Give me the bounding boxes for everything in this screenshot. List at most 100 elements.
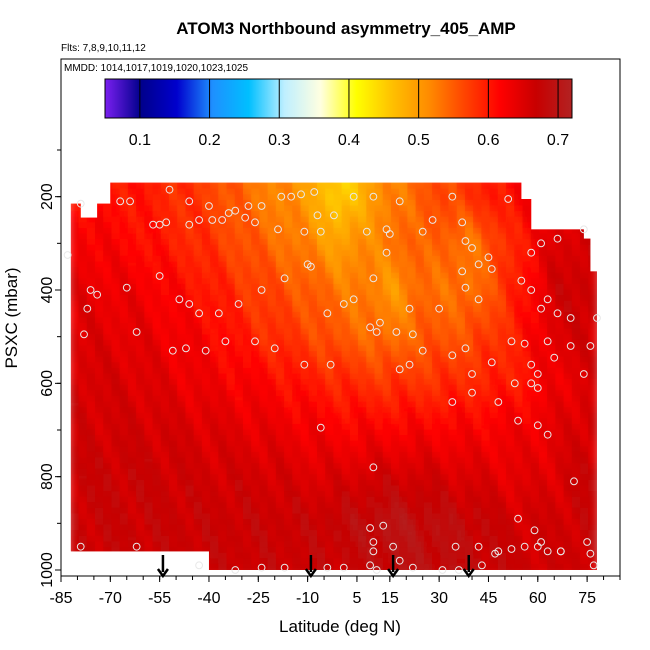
heatmap-cell — [119, 563, 129, 570]
heatmap-cell — [86, 552, 97, 560]
heatmap-cell — [555, 183, 565, 190]
heatmap-cell — [86, 182, 97, 185]
heatmap-cell — [95, 188, 105, 196]
heatmap-cell — [70, 569, 80, 570]
heatmap-cell — [103, 547, 113, 554]
heatmap-cell — [571, 183, 582, 190]
heatmap-cell — [415, 569, 425, 570]
heatmap-cell — [152, 558, 162, 565]
heatmap-cell — [218, 569, 228, 570]
heatmap-cell — [95, 558, 105, 565]
heatmap-cell — [193, 569, 203, 570]
heatmap-cell — [571, 205, 582, 213]
heatmap-cell — [177, 552, 187, 560]
heatmap-cell — [86, 205, 97, 213]
heatmap-cell — [522, 183, 532, 190]
heatmap-cell — [185, 552, 195, 560]
heatmap-cell — [95, 552, 105, 560]
heatmap-cell — [538, 205, 549, 213]
heatmap-cell — [201, 569, 212, 570]
heatmap-cell — [144, 558, 154, 565]
heatmap-cell — [70, 558, 80, 565]
heatmap-cell — [136, 552, 146, 560]
heatmap-cell — [563, 211, 573, 218]
heatmap-cell — [95, 569, 105, 570]
heatmap-cell — [70, 194, 80, 201]
heatmap-cell — [70, 183, 80, 190]
heatmap-cell — [86, 569, 97, 570]
heatmap-cell — [555, 205, 565, 213]
heatmap-cell — [580, 569, 590, 570]
heatmap-cell — [530, 183, 540, 190]
heatmap-cell — [70, 183, 80, 190]
heatmap-cell — [78, 552, 88, 560]
heatmap-cell — [185, 569, 195, 570]
heatmap-cell — [78, 188, 88, 196]
heatmap-cell — [185, 558, 195, 565]
heatmap-cell — [111, 558, 121, 565]
heatmap-cell — [70, 194, 80, 201]
heatmap-cell — [95, 558, 105, 565]
heatmap-cell — [136, 558, 146, 565]
heatmap-cell — [588, 569, 597, 570]
heatmap-cell — [103, 569, 113, 570]
heatmap-cell — [103, 563, 113, 570]
heatmap-cell — [547, 216, 557, 224]
heatmap-cell — [86, 563, 97, 570]
heatmap-cell — [78, 552, 88, 560]
heatmap-cell — [177, 569, 187, 570]
heatmap-cell — [169, 552, 179, 560]
heatmap-cell — [86, 569, 97, 570]
heatmap-cell — [86, 205, 97, 213]
heatmap-cell — [563, 216, 573, 224]
heatmap-cell — [119, 558, 129, 565]
heatmap-cell — [86, 211, 97, 218]
heatmap-cell — [522, 569, 532, 570]
heatmap-cell — [563, 199, 573, 207]
heatmap-cell — [588, 211, 597, 218]
heatmap-cell — [127, 552, 138, 560]
heatmap-cell — [103, 563, 113, 570]
heatmap-cell — [103, 569, 113, 570]
heatmap-cell — [481, 569, 491, 570]
heatmap-cell — [103, 552, 113, 560]
heatmap-cell — [489, 569, 499, 570]
heatmap-cell — [497, 569, 508, 570]
heatmap-cell — [588, 188, 597, 196]
heatmap-cell — [78, 188, 88, 196]
heatmap-cell — [571, 222, 582, 229]
heatmap-cell — [86, 183, 97, 190]
heatmap-cell — [547, 188, 557, 196]
heatmap-cell — [95, 569, 105, 570]
heatmap-cell — [86, 211, 97, 218]
heatmap-cell — [563, 222, 573, 229]
heatmap-cell — [70, 552, 80, 560]
heatmap-field — [70, 182, 597, 570]
heatmap-cell — [349, 569, 360, 570]
heatmap-cell — [103, 558, 113, 565]
heatmap-cell — [177, 563, 187, 570]
heatmap-cell — [292, 569, 302, 570]
heatmap-cell — [210, 569, 220, 570]
heatmap-cell — [103, 558, 113, 565]
heatmap-cell — [588, 183, 597, 190]
heatmap-cell — [111, 552, 121, 560]
heatmap-cell — [547, 569, 557, 570]
heatmap-cell — [136, 563, 146, 570]
heatmap-cell — [580, 188, 590, 196]
heatmap-cell — [538, 222, 549, 229]
heatmap-cell — [78, 563, 88, 570]
heatmap-cell — [547, 222, 557, 229]
heatmap-cell — [538, 183, 549, 190]
heatmap-cell — [563, 182, 573, 185]
heatmap-cell — [86, 182, 97, 185]
heatmap-cell — [547, 182, 557, 185]
heatmap-cell — [571, 188, 582, 196]
heatmap-cell — [78, 558, 88, 565]
heatmap-cell — [580, 183, 590, 190]
heatmap-cell — [547, 205, 557, 213]
heatmap-cell — [127, 558, 138, 565]
heatmap-cell — [70, 563, 80, 570]
heatmap-cell — [78, 563, 88, 570]
heatmap-cell — [538, 194, 549, 201]
